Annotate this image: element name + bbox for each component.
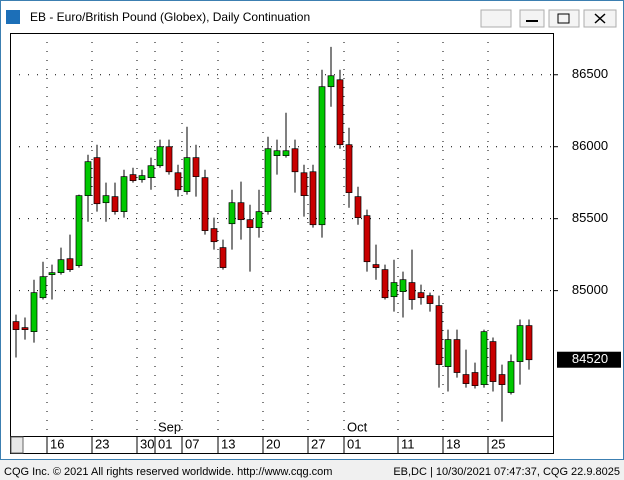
candle-body (471, 372, 479, 386)
candle-body (507, 361, 515, 393)
candle-body (264, 148, 272, 212)
candle-body (372, 264, 380, 268)
x-tick-label: 25 (491, 436, 505, 451)
month-label: Sep (158, 419, 181, 434)
candle-body (363, 215, 371, 263)
y-tick-label: 86500 (572, 66, 608, 81)
x-tick-label: 16 (50, 436, 64, 451)
candle-body (30, 292, 38, 333)
candle-body (453, 339, 461, 373)
x-tick-label: 13 (221, 436, 235, 451)
candle-body (435, 305, 443, 365)
x-tick-label: 01 (158, 436, 172, 451)
x-tick-label: 18 (446, 436, 460, 451)
window-title: EB - Euro/British Pound (Globex), Daily … (30, 10, 310, 24)
plot-area (10, 33, 554, 437)
candle-body (336, 79, 344, 146)
candle-body (426, 295, 434, 304)
candle-body (444, 339, 452, 367)
candle-body (309, 171, 317, 226)
candle-body (489, 341, 497, 382)
y-tick-label: 85000 (572, 282, 608, 297)
maximize-button[interactable] (548, 9, 580, 28)
x-tick-label: 11 (401, 436, 415, 451)
candle-body (237, 202, 245, 221)
x-tick-label: 07 (185, 436, 199, 451)
last-price-label: 84520 (572, 351, 608, 366)
candle-body (282, 150, 290, 156)
candle-body (75, 195, 83, 266)
candle-body (327, 75, 335, 88)
candle-body (210, 228, 218, 243)
candle-body (417, 292, 425, 299)
candle-body (525, 325, 533, 361)
candle-body (201, 177, 209, 231)
candle-body (156, 146, 164, 167)
candle-body (462, 374, 470, 384)
candle-body (273, 150, 281, 156)
candle-body (57, 259, 65, 273)
maximize-icon (557, 13, 570, 24)
candle-body (390, 282, 398, 298)
x-tick-label: 01 (347, 436, 361, 451)
candle-body (102, 195, 110, 204)
candle-body (48, 272, 56, 276)
candle-body (408, 282, 416, 300)
candle-body (255, 211, 263, 228)
minimize-button[interactable] (519, 9, 545, 28)
candle-body (174, 172, 182, 191)
candle-body (12, 321, 20, 330)
x-tick-label: 27 (311, 436, 325, 451)
candle-body (354, 196, 362, 219)
candle-body (291, 148, 299, 173)
candle-body (381, 269, 389, 299)
candle-body (192, 157, 200, 177)
candle-body (498, 374, 506, 385)
link-button[interactable] (480, 9, 512, 28)
month-label: Oct (347, 419, 368, 434)
candle-body (93, 157, 101, 205)
candle-body (219, 247, 227, 268)
x-tick-label: 20 (266, 436, 280, 451)
candle-body (516, 325, 524, 362)
candle-body (318, 86, 326, 226)
x-tick-label: 30 (140, 436, 154, 451)
candle-body (66, 258, 74, 270)
candle-body (39, 276, 47, 299)
candle-body (21, 327, 29, 330)
candle-body (111, 196, 119, 212)
footer-right: EB,DC | 10/30/2021 07:47:37, CQG 22.9.80… (393, 466, 620, 478)
candle-body (480, 331, 488, 385)
candle-body (120, 176, 128, 212)
candle-body (183, 157, 191, 192)
candle-body (300, 172, 308, 196)
candle-body (129, 174, 137, 182)
scroll-thumb[interactable] (10, 436, 24, 454)
candle-body (165, 146, 173, 173)
close-icon (594, 13, 606, 24)
y-tick-label: 86000 (572, 138, 608, 153)
candle-body (228, 202, 236, 225)
candle-body (345, 144, 353, 193)
y-tick-label: 85500 (572, 210, 608, 225)
candle-body (399, 279, 407, 292)
candle-body (84, 161, 92, 196)
app-icon (6, 10, 20, 24)
last-price-box (557, 351, 621, 368)
footer-left: CQG Inc. © 2021 All rights reserved worl… (4, 466, 332, 478)
candle-body (147, 165, 155, 178)
x-tick-label: 23 (95, 436, 109, 451)
candle-body (246, 219, 254, 228)
candle-body (138, 175, 146, 181)
